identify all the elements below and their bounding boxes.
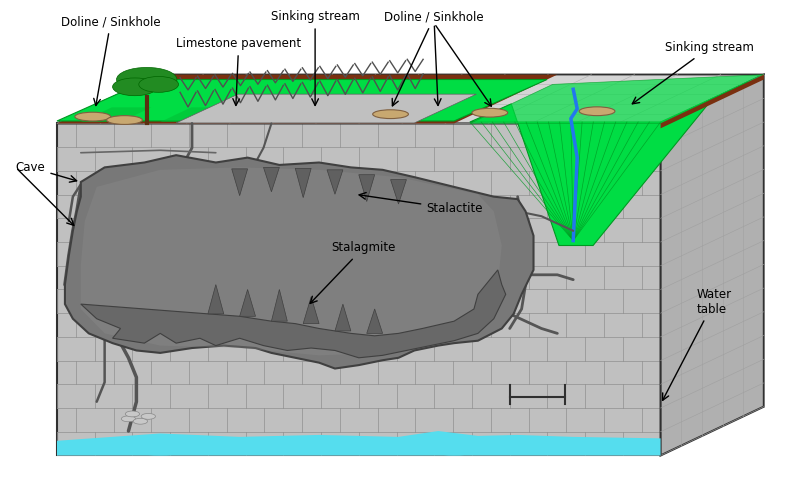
Text: Cave: Cave [16,161,77,182]
Polygon shape [470,82,748,246]
Ellipse shape [139,77,179,92]
Polygon shape [176,94,477,123]
Ellipse shape [373,110,408,118]
Polygon shape [272,289,287,321]
Polygon shape [57,123,661,456]
Polygon shape [232,169,248,196]
Polygon shape [57,80,547,121]
Polygon shape [303,297,319,324]
Polygon shape [367,309,383,333]
Text: Doline / Sinkhole: Doline / Sinkhole [61,15,160,106]
Text: Sinking stream: Sinking stream [632,41,753,104]
Polygon shape [80,270,506,358]
Ellipse shape [141,413,155,419]
Ellipse shape [133,418,147,424]
Polygon shape [661,75,764,456]
Polygon shape [327,170,343,194]
Text: Stalagmite: Stalagmite [310,242,395,303]
Ellipse shape [107,116,143,124]
Ellipse shape [426,446,482,456]
Polygon shape [80,167,502,355]
Polygon shape [335,304,351,331]
Text: Limestone pavement: Limestone pavement [176,37,301,106]
Text: Doline / Sinkhole: Doline / Sinkhole [384,10,484,106]
Polygon shape [470,75,764,123]
Polygon shape [240,289,256,316]
Ellipse shape [125,411,139,417]
Polygon shape [80,108,151,122]
Ellipse shape [116,67,177,91]
Polygon shape [57,75,557,123]
Ellipse shape [121,416,135,422]
Ellipse shape [128,446,192,456]
Polygon shape [264,167,280,192]
Polygon shape [295,168,311,198]
Polygon shape [208,285,224,314]
Text: Water
table: Water table [662,288,732,400]
Polygon shape [359,175,375,202]
Polygon shape [280,108,350,122]
Ellipse shape [280,446,327,455]
Polygon shape [375,108,446,122]
Ellipse shape [75,112,111,121]
Polygon shape [57,75,764,123]
Text: Sinking stream: Sinking stream [271,10,359,106]
Polygon shape [160,108,231,122]
Text: Stalactite: Stalactite [359,192,483,216]
Ellipse shape [112,78,157,96]
Ellipse shape [579,107,615,116]
Polygon shape [391,180,406,204]
Ellipse shape [472,109,508,117]
Polygon shape [65,155,533,369]
Polygon shape [661,75,764,128]
Polygon shape [57,431,661,456]
